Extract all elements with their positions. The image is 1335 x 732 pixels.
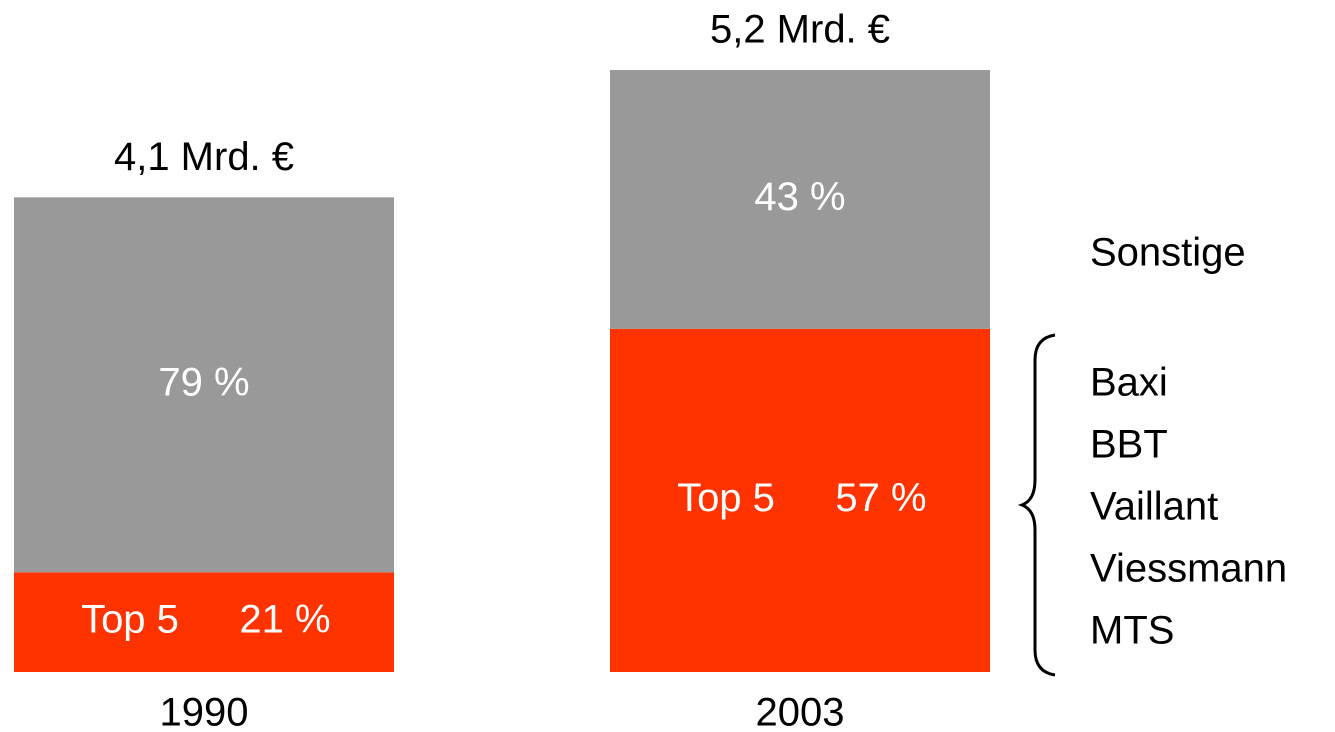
value-label: 43 % (754, 175, 845, 219)
member-label: Vaillant (1090, 485, 1218, 529)
member-label: BBT (1090, 423, 1168, 467)
total-label: 4,1 Mrd. € (114, 135, 294, 179)
member-label: MTS (1090, 609, 1174, 653)
brace (1017, 333, 1056, 677)
x-tick-label: 2003 (756, 691, 845, 732)
bar-segment (14, 572, 394, 672)
bar-segment (610, 328, 990, 672)
member-label: Viessmann (1090, 547, 1287, 591)
segment-name: Top 5 (677, 476, 775, 520)
legend-label: Sonstige (1090, 231, 1246, 275)
segment-name: Top 5 (81, 598, 179, 642)
bar-segment (610, 70, 990, 329)
value-label: 21 % (239, 598, 330, 642)
total-label: 5,2 Mrd. € (710, 8, 890, 52)
value-label: 57 % (835, 476, 926, 520)
value-label: 79 % (158, 360, 249, 404)
x-tick-label: 1990 (160, 691, 249, 732)
member-label: Baxi (1090, 361, 1168, 405)
bar-segment (14, 197, 394, 573)
